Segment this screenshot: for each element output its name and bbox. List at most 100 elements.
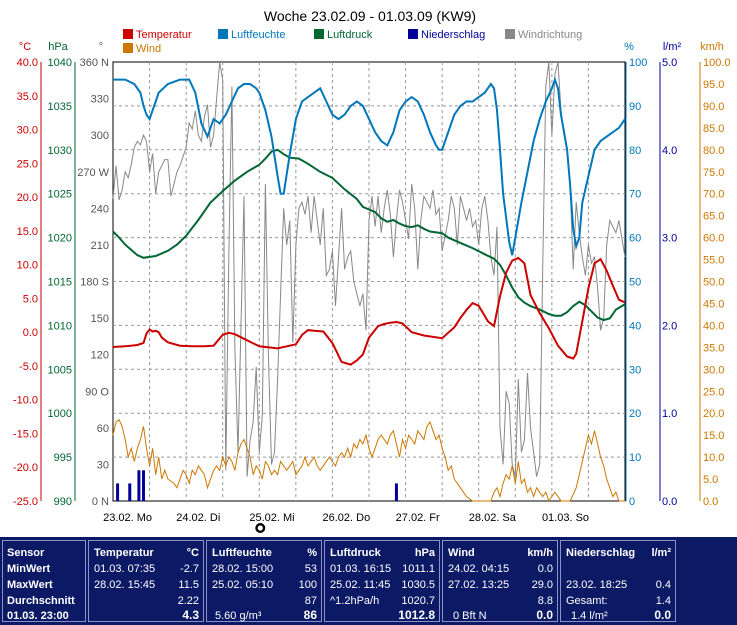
press-tick-9: 995 — [54, 452, 72, 464]
dir-tick-11: 30 — [97, 459, 109, 471]
dir-tick-8: 120 — [91, 350, 109, 362]
day-label-4: 27.02. Fr — [396, 512, 440, 524]
wind-tick-15: 25.0 — [703, 386, 724, 398]
legend-swatch-0 — [123, 29, 133, 39]
hum-tick-10: 0 — [629, 496, 635, 508]
legend-label-3: Niederschlag — [421, 29, 485, 41]
series-temperatur — [112, 256, 626, 366]
wind-tick-12: 40.0 — [703, 320, 724, 332]
hum-min-value: 53 — [304, 563, 317, 575]
day-label-6: 01.03. So — [542, 512, 589, 524]
temp-tick-2: 30.0 — [17, 125, 38, 137]
wind-tick-5: 75.0 — [703, 167, 724, 179]
wind-header: Wind — [448, 547, 475, 559]
dir-tick-1: 330 — [91, 94, 109, 106]
temp-min-value: -2.7 — [180, 563, 199, 575]
press-trend: ^1.2hPa/h — [330, 595, 380, 607]
hum-avg-value: 87 — [304, 595, 317, 607]
summary-temp-column: Temperatur °C 01.03. 07:35 -2.7 28.02. 1… — [88, 540, 204, 622]
series-wind — [112, 419, 625, 503]
day-label-2: 25.02. Mi — [249, 512, 294, 524]
temp-tick-6: 10.0 — [17, 260, 38, 272]
temp-tick-10: -10.0 — [13, 395, 38, 407]
press-min-value: 1011.1 — [402, 563, 435, 575]
wind-tick-0: 100.0 — [703, 57, 731, 69]
dir-tick-0: 360 N — [80, 57, 109, 69]
rain-current-value: 0.0 — [654, 608, 671, 622]
hum-tick-4: 60 — [629, 233, 641, 245]
rain-max-time: 23.02. 18:25 — [566, 579, 628, 591]
temp-tick-9: -5.0 — [19, 361, 38, 373]
wind-unit: km/h — [700, 41, 724, 53]
temp-unit: °C — [186, 547, 199, 559]
day-label-1: 24.02. Di — [176, 512, 220, 524]
legend-label-4: Windrichtung — [518, 29, 582, 41]
press-max-time: 25.02. 11:45 — [330, 579, 391, 591]
temp-max-value: 11.5 — [178, 579, 199, 591]
wind-tick-7: 65.0 — [703, 211, 724, 223]
row-label-avg: Durchschnitt — [7, 595, 75, 607]
press-tick-6: 1010 — [48, 320, 72, 332]
temp-tick-13: -25.0 — [13, 496, 38, 508]
summary-hum-column: Luftfeuchte % 28.02. 15:00 53 25.02. 05:… — [206, 540, 322, 622]
dir-tick-10: 60 — [97, 423, 109, 435]
dir-tick-6: 180 S — [80, 277, 109, 289]
series-luftfeuchte — [113, 76, 626, 256]
day-label-3: 26.02. Do — [323, 512, 371, 524]
wind-tick-2: 90.0 — [703, 101, 724, 113]
press-tick-3: 1025 — [48, 189, 72, 201]
press-tick-2: 1030 — [48, 145, 72, 157]
wind-tick-20: 0.0 — [703, 496, 718, 508]
temp-tick-5: 15.0 — [17, 226, 38, 238]
rain-today: 1.4 l/m² — [571, 610, 608, 622]
rain-unit: l/m² — [663, 41, 682, 53]
rain-max-value: 0.4 — [655, 579, 671, 591]
x-axis: 23.02. Mo 24.02. Di 25.02. Mi 26.02. Do 27.0… — [103, 512, 589, 533]
rain-tick-3: 2.0 — [662, 320, 677, 332]
rain-tick-5: 0.0 — [662, 496, 677, 508]
dir-tick-3: 270 W — [77, 167, 109, 179]
wind-tick-19: 5.0 — [703, 474, 718, 486]
current-timestamp: 01.03. 23:00 — [7, 610, 69, 622]
temp-header: Temperatur — [94, 547, 154, 559]
hum-tick-2: 80 — [629, 145, 641, 157]
hum-unit: % — [624, 41, 634, 53]
day-label-5: 28.02. Sa — [469, 512, 517, 524]
hum-min-time: 28.02. 15:00 — [212, 563, 274, 575]
temp-min-time: 01.03. 07:35 — [94, 563, 156, 575]
legend-label-0: Temperatur — [136, 29, 192, 41]
temp-max-time: 28.02. 15:45 — [94, 579, 156, 591]
wind-avg-value: 8.8 — [537, 595, 553, 607]
temp-tick-8: 0.0 — [23, 327, 38, 339]
hum-tick-7: 30 — [629, 364, 641, 376]
sensor-header: Sensor — [7, 547, 45, 559]
hum-max-value: 100 — [298, 579, 317, 591]
hum-tick-6: 40 — [629, 320, 641, 332]
press-tick-7: 1005 — [48, 364, 72, 376]
wind-max-time: 27.02. 13:25 — [448, 579, 510, 591]
rain-bar-3 — [141, 470, 145, 501]
hum-tick-1: 90 — [629, 101, 641, 113]
rain-bar-1 — [128, 483, 132, 501]
rain-bar-2 — [137, 470, 141, 501]
press-min-time: 01.03. 16:15 — [330, 563, 392, 575]
legend-swatch-3 — [408, 29, 418, 39]
day-label-0: 23.02. Mo — [103, 512, 152, 524]
hum-tick-5: 50 — [629, 277, 641, 289]
wind-tick-9: 55.0 — [703, 255, 724, 267]
wind-tick-11: 45.0 — [703, 298, 724, 310]
hum-tick-3: 70 — [629, 189, 641, 201]
temp-tick-0: 40.0 — [17, 57, 38, 69]
hum-current-value: 86 — [303, 608, 317, 622]
wind-current-value: 0.0 — [536, 608, 553, 622]
wind-beaufort: 0 Bft N — [453, 610, 487, 622]
summary-wind-column: Wind km/h 24.02. 04:15 0.0 27.02. 13:25 … — [442, 540, 558, 622]
legend: Temperatur Luftfeuchte Luftdruck Niederschl… — [123, 29, 582, 55]
temp-tick-11: -15.0 — [13, 428, 38, 440]
row-label-min: MinWert — [7, 563, 51, 575]
plot-area — [112, 61, 626, 503]
hum-max-time: 25.02. 05:10 — [212, 579, 274, 591]
summary-rain-column: Niederschlag l/m² 23.02. 18:25 0.4 Gesam… — [560, 540, 676, 622]
press-header: Luftdruck — [330, 547, 381, 559]
legend-swatch-1 — [218, 29, 228, 39]
